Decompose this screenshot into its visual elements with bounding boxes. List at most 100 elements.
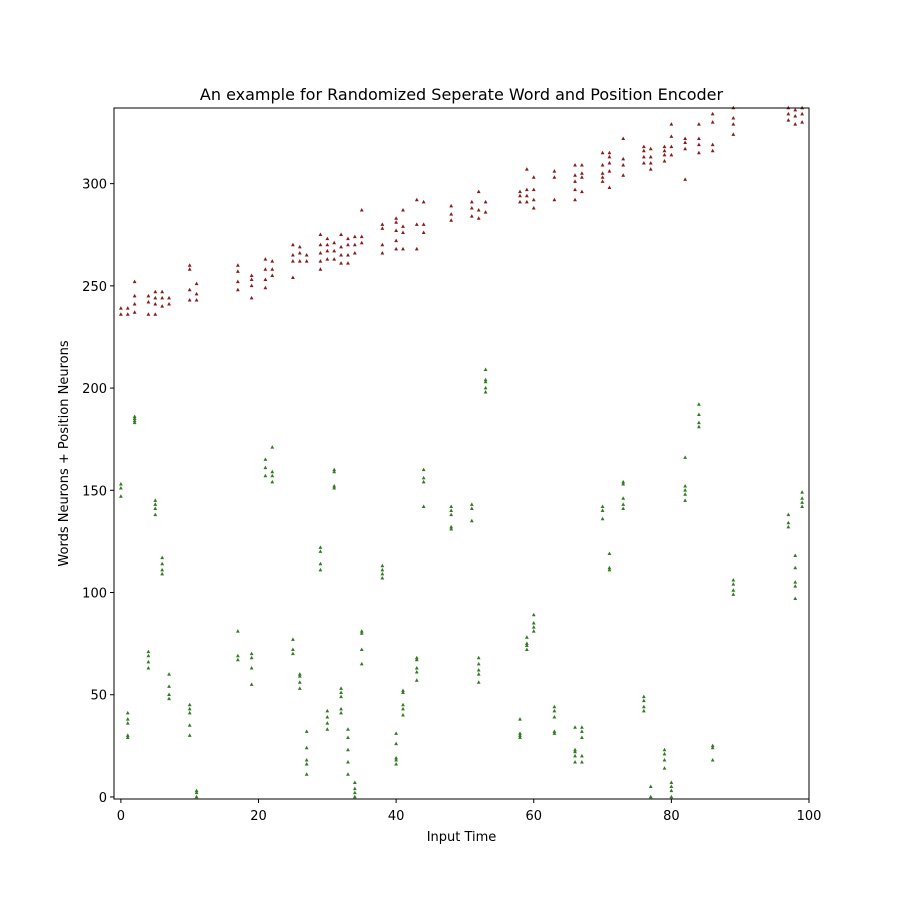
word-neuron-spike [359,240,364,245]
word-neuron-spike [194,281,199,286]
word-neuron-spike [132,279,137,284]
position-neuron-spike [125,735,130,739]
position-neuron-spike [573,749,577,754]
position-neuron-spike [414,665,419,670]
position-neuron-spike [710,757,715,762]
position-neuron-spike [394,755,399,760]
word-neuron-spike [380,226,385,230]
position-neuron-spike [146,653,151,658]
position-neuron-spike [187,710,192,715]
word-neuron-spike [449,203,454,208]
word-neuron-spike [641,144,646,149]
word-neuron-spike [291,242,295,247]
word-neuron-spike [401,230,405,235]
word-neuron-spike [580,171,584,175]
position-neuron-spike [483,379,488,384]
word-neuron-spike [669,122,674,126]
position-neuron-spike [580,729,584,733]
position-neuron-spike [476,672,481,676]
word-neuron-spike [573,179,577,183]
position-neuron-spike [160,555,165,560]
position-neuron-spike [263,457,268,461]
word-neuron-spike [600,171,605,175]
word-neuron-spike [469,199,474,204]
word-neuron-spike [359,208,364,212]
position-neuron-spike [118,494,123,498]
position-neuron-spike [125,710,130,715]
position-neuron-spike [194,790,199,795]
position-neuron-spike [249,655,254,660]
position-neuron-spike [346,735,350,739]
position-neuron-spike [641,698,646,703]
position-neuron-spike [683,492,688,496]
position-neuron-spike [414,655,419,660]
position-neuron-spike [697,420,701,425]
position-neuron-spike [421,475,426,480]
position-neuron-spike [325,727,330,731]
position-neuron-spike [518,717,522,721]
position-neuron-spike [339,710,343,715]
position-neuron-spike [167,684,171,688]
word-neuron-spike [291,252,295,257]
word-neuron-spike [524,193,529,198]
position-neuron-spike [469,518,474,523]
word-neuron-spike [270,273,275,277]
x-tick-label: 60 [525,809,542,824]
position-neuron-spike [346,727,350,731]
position-neuron-spike [518,731,522,735]
word-neuron-spike [607,185,612,190]
word-neuron-spike [600,150,605,155]
word-neuron-spike [731,116,736,120]
position-neuron-spike [662,751,667,756]
y-tick-label: 200 [82,382,107,397]
word-neuron-spike [160,289,165,294]
word-neuron-spike [118,306,123,310]
position-neuron-spike [325,721,330,725]
position-neuron-spike [346,747,350,752]
position-neuron-spike [291,637,295,641]
word-neuron-spike [167,295,171,300]
position-neuron-spike [421,479,426,484]
word-neuron-spike [669,144,674,149]
word-neuron-spike [187,263,192,267]
word-neuron-spike [697,136,701,140]
position-neuron-spike [552,729,557,733]
position-neuron-spike [621,506,626,510]
y-tick-label: 50 [90,689,107,704]
word-neuron-spike [648,160,653,165]
y-tick-label: 100 [82,587,107,602]
word-neuron-spike [524,167,529,171]
word-neuron-spike [194,297,199,302]
word-neuron-spike [270,259,275,263]
word-neuron-spike [421,230,426,235]
chart-title: An example for Randomized Seperate Word … [200,85,724,104]
word-neuron-spike [394,246,399,251]
position-neuron-spike [352,790,357,795]
position-neuron-spike [662,747,667,752]
position-neuron-spike [552,715,557,719]
word-neuron-spike [291,275,295,279]
position-neuron-spike [580,760,584,764]
position-neuron-spike [194,794,199,799]
word-neuron-spike [297,244,302,249]
position-neuron-spike [160,561,165,566]
position-neuron-spike [270,479,275,484]
position-neuron-spike [394,731,399,735]
word-neuron-spike [697,122,701,126]
word-neuron-spike [800,111,805,116]
y-tick-label: 0 [99,791,107,806]
word-neuron-spike [710,148,715,153]
position-neuron-spike [531,629,536,633]
word-neuron-spike [118,312,123,316]
position-neuron-spike [401,706,405,711]
word-neuron-spike [352,242,357,247]
position-neuron-spike [304,729,309,733]
word-neuron-spike [146,300,151,304]
word-neuron-spike [573,197,577,202]
word-neuron-spike [414,197,419,202]
position-neuron-spike [297,672,302,676]
word-neuron-spike [621,173,626,177]
word-neuron-spike [332,240,337,245]
position-neuron-spike [146,649,151,654]
